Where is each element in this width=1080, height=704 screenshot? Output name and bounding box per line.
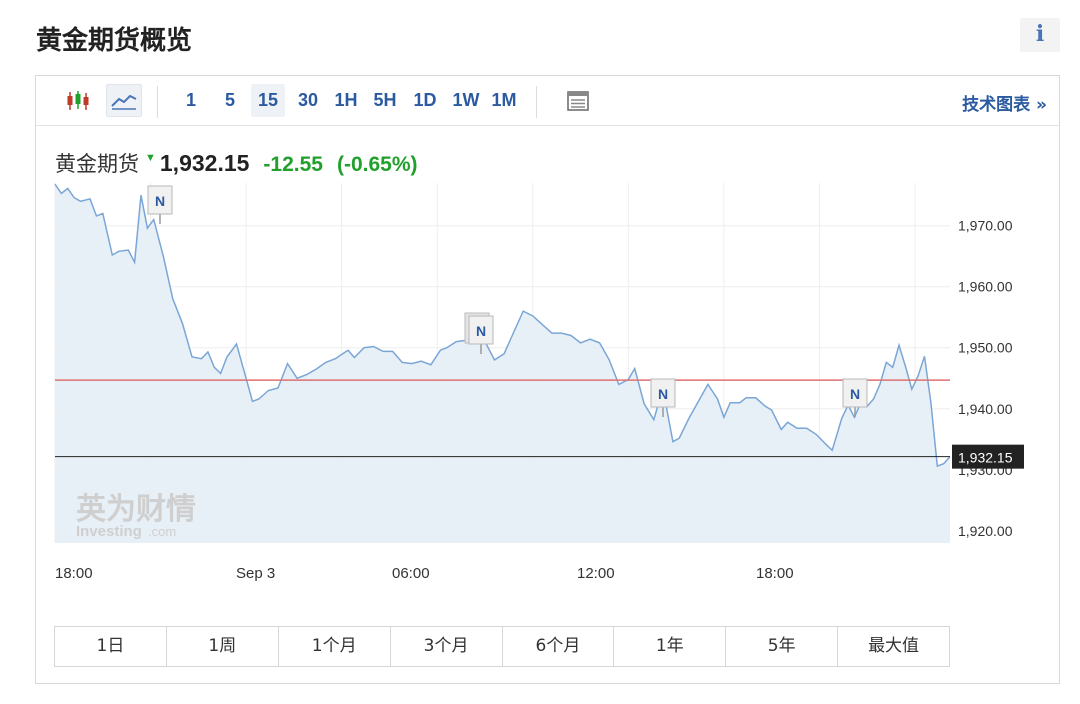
period-max[interactable]: 最大值 [868,636,920,656]
price-area [55,184,950,543]
down-arrow-icon: ▼ [145,152,156,164]
instrument-name: 黄金期货 [55,152,139,176]
x-tick-label: 18:00 [55,565,93,582]
x-tick-label: 06:00 [392,565,430,582]
line-chart-icon[interactable] [106,84,142,117]
info-button[interactable]: i [1020,18,1060,52]
news-marker-label: N [476,323,486,339]
period-5y[interactable]: 5年 [726,627,839,666]
price-change: -12.55 [263,153,323,176]
interval-1[interactable]: 1 [185,90,196,110]
x-tick-label: Sep 3 [236,565,275,582]
last-price: 1,932.15 [159,150,250,176]
last-price-tag [952,444,1024,469]
x-tick-label: 12:00 [577,565,615,582]
interval-5[interactable]: 5 [224,90,235,110]
watermark-cn: 英为财情 [76,492,196,527]
x-tick-label: 18:00 [756,565,794,582]
chart-panel: 1 5 15 30 1H 5H 1D 1W 1M 技术图表 » 黄金期货 ▼ 1… [35,75,1060,684]
news-marker [842,378,868,408]
interval-1w[interactable]: 1W [452,90,480,110]
chart-toolbar: 1 5 15 30 1H 5H 1D 1W 1M 技术图表 » [36,76,1059,126]
y-tick-label: 1,970.00 [958,218,1013,234]
news-marker [468,315,494,345]
news-marker [147,185,173,215]
news-marker-label: N [155,193,165,209]
interval-30[interactable]: 30 [297,90,319,110]
news-marker [650,378,676,408]
toolbar-separator [157,86,158,118]
news-marker-label: N [658,386,668,402]
table-icon[interactable] [561,84,595,117]
page-title: 黄金期货概览 [36,26,193,56]
period-6m[interactable]: 6个月 [503,627,615,666]
period-1w[interactable]: 1周 [167,627,279,666]
watermark-en-suffix: .com [148,524,176,539]
period-3m[interactable]: 3个月 [391,627,503,666]
period-1m[interactable]: 1个月 [279,627,391,666]
price-change-percent: (-0.65%) [336,153,418,176]
news-marker-label: N [850,386,860,402]
period-1y[interactable]: 1年 [614,627,727,666]
y-tick-label: 1,940.00 [958,401,1013,417]
watermark-en: Investing [76,523,142,540]
candlestick-icon[interactable] [62,84,94,117]
period-selector: 1日 1周 1个月 3个月 6个月 1年 5年 最大值 [54,626,950,667]
interval-5h[interactable]: 5H [373,90,397,110]
y-tick-label: 1,960.00 [958,279,1013,295]
interval-1m[interactable]: 1M [491,90,517,110]
interval-1d[interactable]: 1D [413,90,437,110]
y-tick-label: 1,950.00 [958,340,1013,356]
quote-header: 黄金期货 ▼ 1,932.15 -12.55 (-0.65%) [55,148,418,178]
period-1d[interactable]: 1日 [55,627,167,666]
technical-chart-link[interactable]: 技术图表 » [962,95,1047,115]
last-price-tag-label: 1,932.15 [958,450,1013,466]
y-tick-label: 1,920.00 [958,523,1013,539]
interval-15[interactable]: 15 [251,84,285,117]
interval-1h[interactable]: 1H [334,90,358,110]
price-line [54,183,951,468]
toolbar-separator [536,86,537,118]
